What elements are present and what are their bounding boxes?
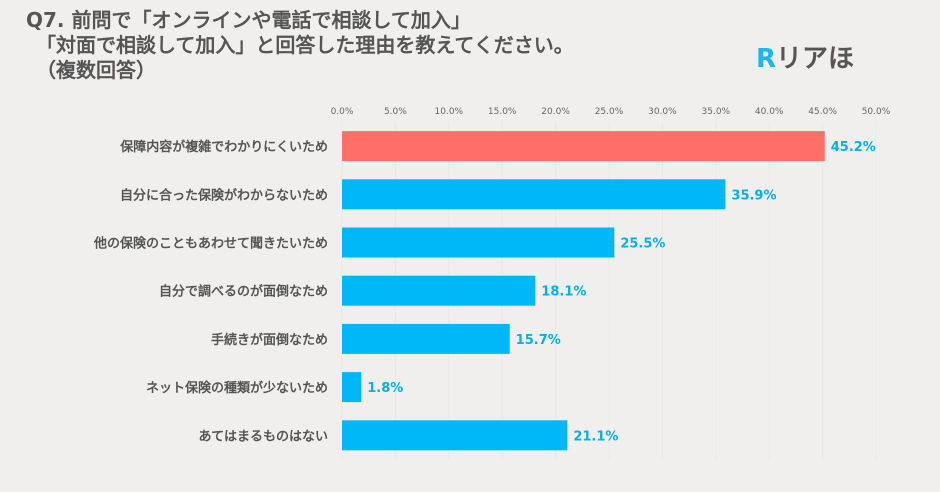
tick-label: 45.0% xyxy=(808,107,837,117)
bar xyxy=(342,131,825,162)
tick-label: 0.0% xyxy=(331,107,354,117)
bar xyxy=(342,227,615,258)
tick-label: 5.0% xyxy=(384,107,407,117)
category-label: 他の保険のこともあわせて聞きたいため xyxy=(93,236,328,252)
tick-label: 35.0% xyxy=(702,107,731,117)
tick-label: 25.0% xyxy=(595,107,624,117)
category-label: 自分に合った保険がわからないため xyxy=(120,187,328,203)
tick-label: 15.0% xyxy=(488,107,517,117)
category-label: 自分で調べるのが面倒なため xyxy=(159,284,328,300)
data-label: 25.5% xyxy=(620,237,665,252)
logo-text: リアほ xyxy=(776,44,855,74)
chart-title: Q7. 前問で「オンラインや電話で相談して加入」 「対面で相談して加入」と回答し… xyxy=(26,8,574,83)
tick-label: 50.0% xyxy=(862,107,891,117)
logo-mark: R xyxy=(756,44,777,74)
tick-label: 30.0% xyxy=(648,107,677,117)
data-label: 15.7% xyxy=(516,333,561,348)
data-label: 45.2% xyxy=(831,140,876,155)
tick-label: 40.0% xyxy=(755,107,784,117)
category-label: 保障内容が複雑でわかりにくいため xyxy=(119,139,328,155)
bar xyxy=(342,420,568,451)
category-label: ネット保険の種類が少ないため xyxy=(146,380,328,396)
category-label: あてはまるものはない xyxy=(199,429,328,444)
tick-label: 10.0% xyxy=(435,107,464,117)
category-label: 手続きが面倒なため xyxy=(211,332,328,348)
title-line-1: Q7. 前問で「オンラインや電話で相談して加入」 xyxy=(26,8,471,32)
logo: Rリアほ xyxy=(756,38,854,75)
data-label: 35.9% xyxy=(731,188,776,203)
bar xyxy=(342,372,362,403)
bar xyxy=(342,275,536,306)
bar xyxy=(342,323,510,354)
title-line-3: （複数回答） xyxy=(26,58,156,82)
data-label: 1.8% xyxy=(367,381,403,396)
tick-label: 20.0% xyxy=(541,107,570,117)
title-line-2: 「対面で相談して加入」と回答した理由を教えてください。 xyxy=(26,33,574,57)
data-label: 21.1% xyxy=(573,429,618,444)
data-label: 18.1% xyxy=(541,285,586,300)
bar xyxy=(342,179,726,210)
